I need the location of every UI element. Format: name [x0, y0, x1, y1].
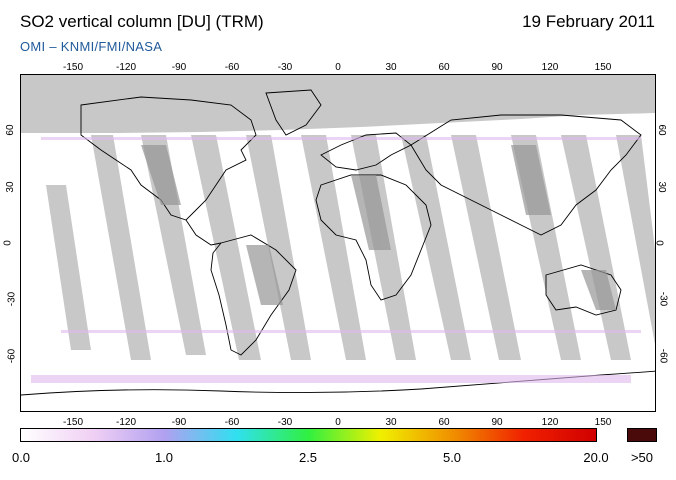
colorbar-overflow-swatch — [627, 428, 657, 442]
lon-tick-bottom: 150 — [594, 417, 612, 428]
colorbar-label: 20.0 — [583, 450, 609, 465]
colorbar-overflow-label: >50 — [630, 450, 654, 465]
lon-tick-bottom: -90 — [171, 417, 187, 428]
lon-tick-bottom: 120 — [541, 417, 559, 428]
land-gap-overlap — [141, 145, 616, 310]
lon-tick-top: -120 — [115, 62, 137, 73]
lon-tick-top: 0 — [335, 62, 341, 73]
lat-tick-left: -30 — [6, 291, 18, 307]
lon-tick-top: -60 — [224, 62, 240, 73]
lon-tick-top: 90 — [491, 62, 503, 73]
so2-map — [20, 74, 656, 412]
lon-tick-top: 60 — [438, 62, 450, 73]
antarctic-region — [21, 370, 655, 411]
asia — [410, 114, 642, 236]
lat-tick-left: 60 — [5, 124, 17, 136]
world-map-svg — [21, 75, 655, 411]
lat-tick-right: 60 — [656, 124, 668, 136]
lat-tick-right: -30 — [657, 291, 669, 307]
lon-tick-bottom: -120 — [115, 417, 137, 428]
lon-tick-top: 30 — [385, 62, 397, 73]
arctic-no-data — [21, 75, 655, 133]
greenland — [265, 89, 322, 136]
map-date: 19 February 2011 — [522, 12, 655, 31]
lon-tick-top: -30 — [277, 62, 293, 73]
lon-tick-bottom: 0 — [335, 417, 341, 428]
lat-tick-right: -60 — [657, 348, 669, 364]
colorbar-label: 0.0 — [11, 450, 31, 465]
colorbar — [20, 428, 597, 442]
north-america — [80, 96, 257, 221]
colorbar-label: 1.0 — [154, 450, 174, 465]
lon-tick-top: 120 — [541, 62, 559, 73]
south-america — [210, 234, 297, 356]
colorbar-label: 5.0 — [442, 450, 462, 465]
lon-tick-bottom: 30 — [385, 417, 397, 428]
lat-tick-left: 0 — [2, 240, 14, 246]
lon-tick-bottom: 90 — [491, 417, 503, 428]
central-america — [185, 219, 222, 246]
colorbar-label: 2.5 — [298, 450, 318, 465]
lon-tick-top: 150 — [594, 62, 612, 73]
lat-tick-left: 30 — [5, 181, 17, 193]
africa — [315, 174, 432, 301]
lon-tick-bottom: -30 — [277, 417, 293, 428]
map-title: SO2 vertical column [DU] (TRM) — [20, 12, 264, 31]
orbit-gaps — [46, 135, 655, 360]
lon-tick-top: -150 — [62, 62, 84, 73]
lon-tick-bottom: 60 — [438, 417, 450, 428]
lon-tick-top: -90 — [171, 62, 187, 73]
noise-speckles — [31, 137, 641, 383]
data-source: OMI – KNMI/FMI/NASA — [20, 39, 163, 54]
lat-tick-left: -60 — [6, 348, 18, 364]
lat-tick-right: 30 — [656, 181, 668, 193]
lon-tick-bottom: -60 — [224, 417, 240, 428]
lon-tick-bottom: -150 — [62, 417, 84, 428]
